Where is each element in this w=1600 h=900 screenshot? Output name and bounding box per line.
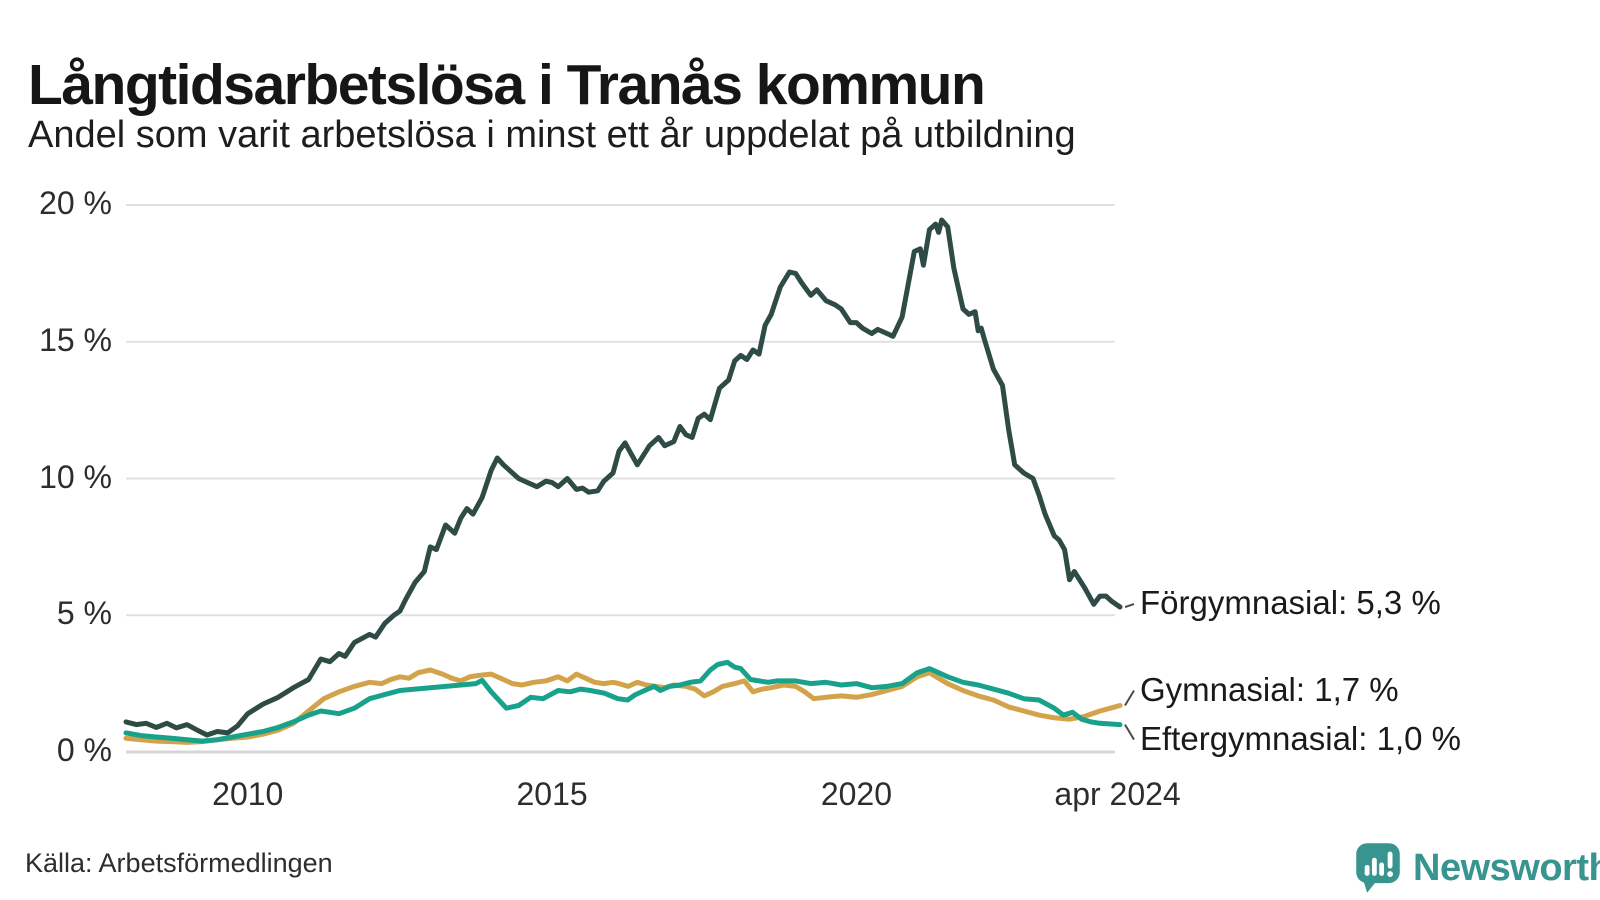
end-label-eftergymnasial: Eftergymnasial: 1,0 % <box>1140 719 1461 757</box>
end-label-förgymnasial: Förgymnasial: 5,3 % <box>1140 584 1441 622</box>
y-tick-label: 5 % <box>56 595 112 632</box>
newsworthy-speech-bubble-chart-icon <box>1356 842 1400 894</box>
x-tick-label: 2010 <box>212 776 284 812</box>
series-line-förgymnasial <box>123 217 1123 738</box>
x-tick-label: 2015 <box>516 776 588 812</box>
chart-title: Långtidsarbetslösa i Tranås kommun <box>28 53 986 118</box>
label-connector <box>1124 689 1135 707</box>
newsworthy-wordmark: Newsworthy <box>1413 846 1600 889</box>
series-line-gymnasial <box>123 667 1123 745</box>
end-label-gymnasial: Gymnasial: 1,7 % <box>1140 670 1399 708</box>
y-tick-label: 10 % <box>39 458 112 495</box>
y-tick-label: 20 % <box>39 185 112 222</box>
x-tick-label: 2020 <box>820 776 893 812</box>
y-tick-label: 0 % <box>56 732 112 769</box>
x-tick-label: apr 2024 <box>1054 776 1181 812</box>
newsworthy-logo: Newsworthy <box>1356 842 1600 894</box>
y-tick-label: 15 % <box>39 321 112 358</box>
label-connector <box>1124 724 1135 741</box>
series-line-eftergymnasial <box>123 659 1123 744</box>
chart-subtitle: Andel som varit arbetslösa i minst ett å… <box>28 114 1076 156</box>
label-connector <box>1124 603 1135 608</box>
source-note: Källa: Arbetsförmedlingen <box>25 848 333 878</box>
